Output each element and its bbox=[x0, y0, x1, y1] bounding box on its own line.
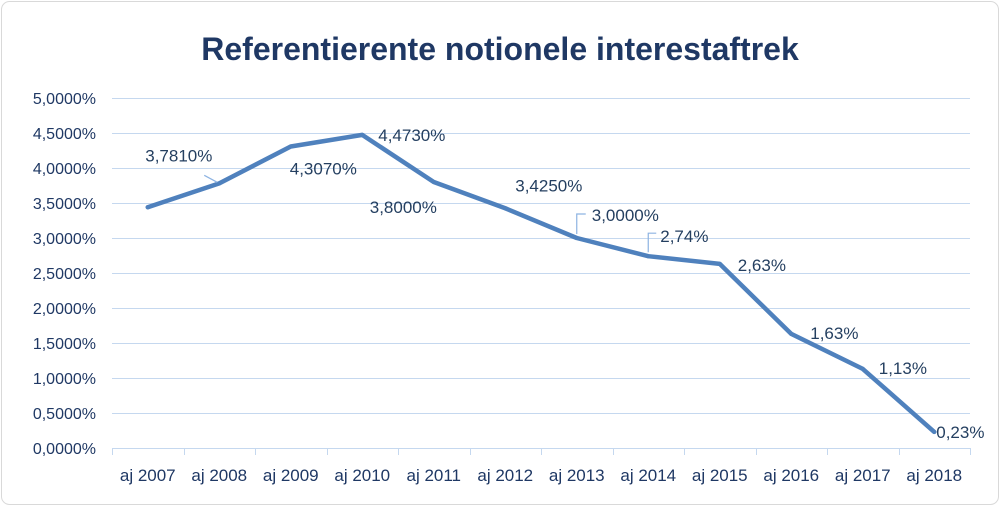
data-point bbox=[574, 236, 579, 240]
y-tick-label: 4,0000% bbox=[33, 161, 96, 178]
x-tick-label: aj 2010 bbox=[334, 466, 390, 485]
x-tick-label: aj 2015 bbox=[692, 466, 748, 485]
x-tick-label: aj 2012 bbox=[477, 466, 533, 485]
data-label: 3,4250% bbox=[515, 176, 582, 195]
y-tick-label: 0,5000% bbox=[33, 406, 96, 423]
series-group bbox=[145, 132, 937, 435]
y-tick-label: 5,0000% bbox=[33, 91, 96, 108]
data-label: 3,7810% bbox=[145, 146, 212, 165]
x-tick-label: aj 2011 bbox=[406, 466, 461, 485]
series-line bbox=[145, 132, 937, 435]
gridlines bbox=[112, 98, 970, 449]
x-axis: aj 2007 aj 2008 aj 2009 aj 2010 aj 2011 aj 20… bbox=[112, 448, 971, 485]
leader-line bbox=[647, 232, 657, 253]
y-tick-label: 1,5000% bbox=[33, 336, 96, 353]
data-point bbox=[217, 181, 222, 186]
data-label: 3,0000% bbox=[592, 206, 659, 225]
y-tick-label: 2,0000% bbox=[33, 301, 96, 318]
data-point bbox=[503, 206, 508, 211]
x-tick-label: aj 2007 bbox=[120, 466, 176, 485]
data-label: 1,13% bbox=[879, 359, 927, 378]
y-tick-label: 1,0000% bbox=[33, 371, 96, 388]
data-point bbox=[360, 132, 365, 137]
data-point bbox=[431, 180, 436, 184]
y-tick-label: 0,0000% bbox=[33, 441, 96, 458]
x-tick-label: aj 2008 bbox=[191, 466, 247, 485]
leader-line bbox=[576, 213, 586, 234]
y-tick-label: 2,5000% bbox=[33, 266, 96, 283]
y-tick-label: 3,5000% bbox=[33, 196, 96, 213]
data-label: 3,8000% bbox=[370, 198, 437, 217]
data-label: 1,63% bbox=[810, 324, 858, 343]
data-label: 4,4730% bbox=[378, 126, 445, 145]
data-point bbox=[646, 254, 651, 259]
x-tick-label: aj 2014 bbox=[620, 466, 676, 485]
x-tick-label: aj 2017 bbox=[835, 466, 891, 485]
data-point bbox=[789, 331, 794, 336]
x-tick-label: aj 2016 bbox=[763, 466, 819, 485]
chart-title: Referentierente notionele interestaftrek bbox=[201, 31, 799, 67]
data-point bbox=[717, 261, 722, 266]
y-tick-label: 4,5000% bbox=[33, 126, 96, 143]
y-tick-label: 3,0000% bbox=[33, 231, 96, 248]
data-label: 2,63% bbox=[738, 256, 786, 275]
data-label: 0,23% bbox=[936, 423, 984, 442]
data-point bbox=[860, 366, 865, 371]
leader-line bbox=[203, 174, 218, 183]
x-tick-label: aj 2009 bbox=[263, 466, 319, 485]
data-label: 2,74% bbox=[660, 227, 708, 246]
data-point bbox=[932, 429, 937, 434]
y-axis: 0,0000% 0,5000% 1,0000% 1,5000% 2,0000% 2,500… bbox=[33, 91, 96, 458]
data-point bbox=[145, 205, 150, 210]
data-label: 4,3070% bbox=[290, 160, 357, 179]
x-tick-label: aj 2018 bbox=[906, 466, 962, 485]
x-tick-label: aj 2013 bbox=[549, 466, 605, 485]
data-point bbox=[288, 144, 293, 149]
data-labels: 3,7810% 4,3070% 4,4730% 3,8000% 3,4250% 3,000… bbox=[145, 126, 984, 442]
